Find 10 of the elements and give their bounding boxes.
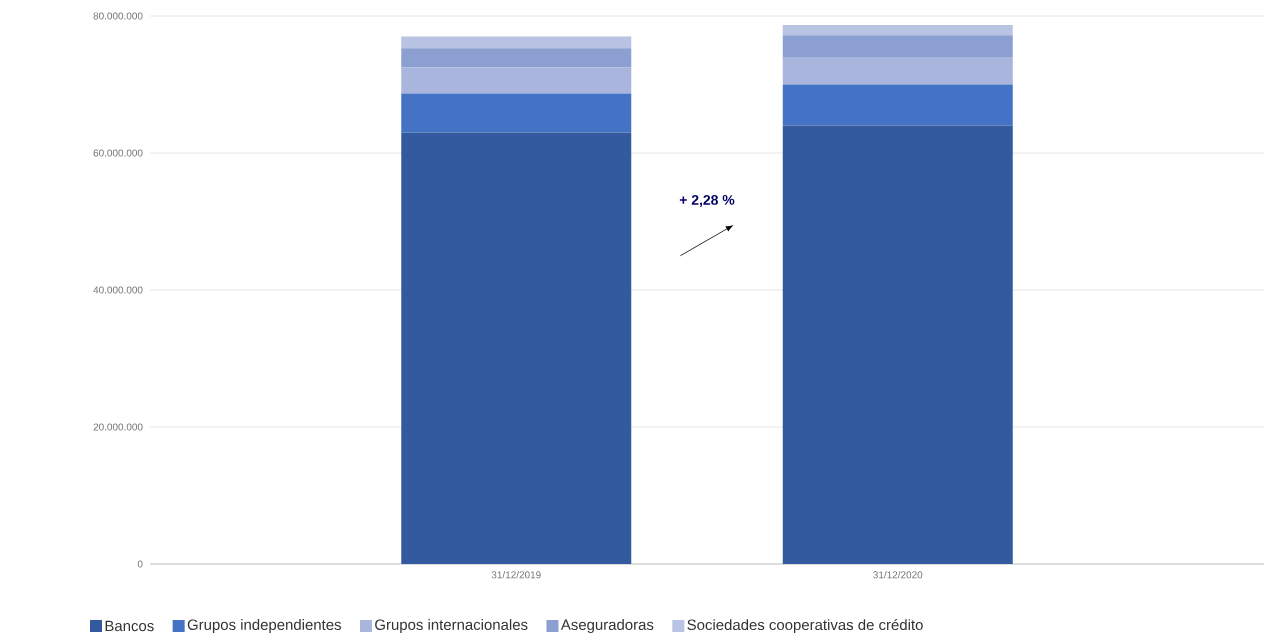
bar [401,93,632,133]
bar [782,35,1013,58]
bar [782,125,1013,564]
bar [401,48,632,68]
bar [401,67,632,94]
bar [401,36,632,49]
bar [782,84,1013,126]
bar [782,57,1013,85]
bar [401,132,632,564]
bar [782,24,1013,36]
